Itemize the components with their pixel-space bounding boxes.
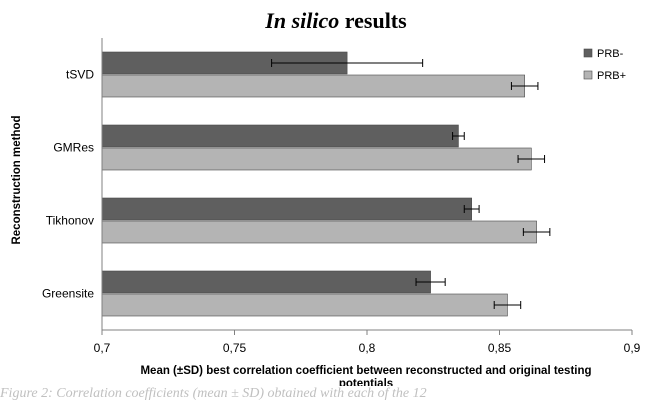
bar-gmres-prb (101, 147, 532, 171)
bar-greensite-prb (101, 270, 431, 294)
category-label-gmres: GMRes (53, 141, 94, 155)
x-tick-label: 0,75 (223, 341, 247, 355)
x-tick-label: 0,85 (488, 341, 512, 355)
legend: PRB- PRB+ (583, 48, 626, 82)
x-axis-label-line1: Mean (±SD) best correlation coefficient … (140, 365, 591, 377)
error-bar-greensite-prb (415, 278, 446, 286)
bar-tikhonov-prb (101, 220, 537, 244)
x-axis-label-line2: potentials (339, 378, 393, 386)
legend-swatch-prb (583, 70, 593, 80)
bar-tikhonov-prb (101, 197, 472, 221)
category-label-tsvd: tSVD (66, 68, 94, 82)
chart-title-rest: results (339, 8, 407, 33)
bar-gmres-prb (101, 124, 459, 148)
error-bar-tikhonov-prb (463, 205, 480, 213)
legend-swatch-prb (583, 48, 593, 58)
x-tick-label: 0,9 (624, 341, 641, 355)
y-axis-label: Reconstruction method (11, 115, 23, 244)
error-bar-gmres-prb (517, 155, 546, 163)
figure-caption: Figure 2: Correlation coefficients (mean… (0, 386, 427, 401)
bar-chart: In silico results Reconstruction method … (11, 8, 641, 386)
bar-greensite-prb (101, 293, 508, 317)
bar-tsvd-prb (101, 74, 525, 98)
category-label-tikhonov: Tikhonov (46, 214, 94, 228)
chart-title-italic: In silico (264, 8, 339, 33)
error-bar-tsvd-prb (510, 82, 539, 90)
error-bar-greensite-prb (493, 301, 522, 309)
x-tick-label: 0,7 (94, 341, 111, 355)
plot-area: tSVD GMRes Tikhonov Greensite 0,7 0,75 0,8 0,85… (42, 38, 641, 355)
error-bar-gmres-prb (452, 132, 465, 140)
error-bar-tsvd-prb (271, 59, 424, 67)
legend-label-prb: PRB+ (597, 70, 626, 82)
category-label-greensite: Greensite (42, 287, 94, 301)
legend-label-prb: PRB- (597, 48, 624, 60)
x-tick-label: 0,8 (359, 341, 376, 355)
error-bar-tikhonov-prb (522, 228, 551, 236)
chart-title: In silico results (264, 8, 407, 33)
